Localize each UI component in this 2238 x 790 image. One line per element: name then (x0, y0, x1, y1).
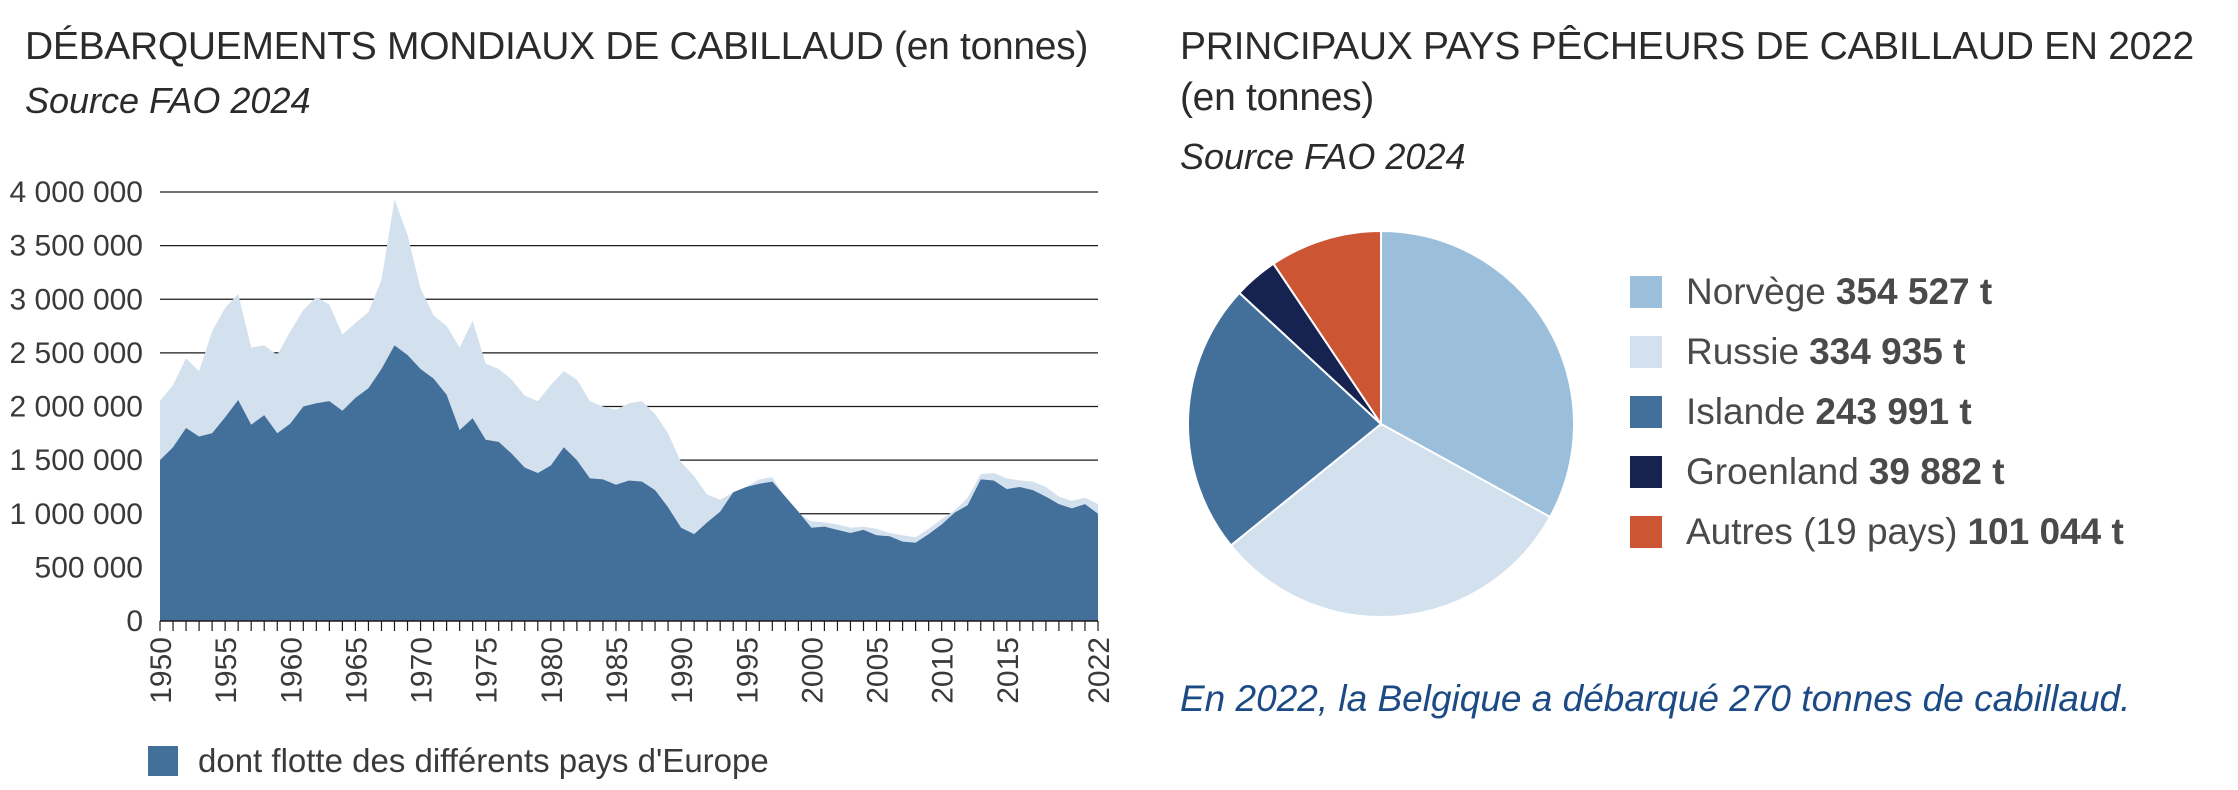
x-tick-label: 2022 (1083, 637, 1116, 704)
area-chart-legend: dont flotte des différents pays d'Europe (148, 742, 769, 780)
area-series-europe (160, 345, 1098, 621)
x-tick-label: 2010 (927, 637, 960, 704)
y-tick-label: 1 500 000 (10, 444, 143, 477)
pie-legend-item-autres: Autres (19 pays) 101 044 t (1630, 502, 2124, 562)
pie-legend-swatch (1630, 516, 1662, 548)
pie-legend-value: 243 991 t (1815, 391, 1972, 432)
pie-legend-value: 101 044 t (1967, 511, 2124, 552)
pie-slice-norvege (1380, 229, 1575, 519)
pie-legend-value: 334 935 t (1809, 331, 1966, 372)
x-tick-label: 1955 (210, 637, 243, 704)
pie-legend-label: Norvège (1686, 271, 1826, 312)
y-tick-label: 4 000 000 (10, 176, 143, 209)
x-tick-label: 1990 (666, 637, 699, 704)
pie-slice-russie (1229, 422, 1552, 619)
pie-legend-label: Islande (1686, 391, 1806, 432)
x-tick-label: 1975 (471, 637, 504, 704)
right-chart-title: PRINCIPAUX PAYS PÊCHEURS DE CABILLAUD EN… (1180, 22, 2230, 123)
pie-legend-value: 39 882 t (1868, 451, 2005, 492)
legend-swatch-europe (148, 746, 178, 776)
pie-slice-groenland (1237, 262, 1382, 425)
x-tick-label: 1985 (601, 637, 634, 704)
y-tick-label: 3 000 000 (10, 283, 143, 316)
pie-chart-legend: Norvège 354 527 t Russie 334 935 t Islande 24… (1630, 262, 2124, 562)
y-tick-label: 0 (126, 605, 143, 638)
pie-legend-value: 354 527 t (1835, 271, 1993, 312)
left-chart-title-main: DÉBARQUEMENTS MONDIAUX DE CABILLAUD (25, 25, 884, 68)
right-chart-title-main: PRINCIPAUX PAYS PÊCHEURS DE CABILLAUD EN… (1180, 25, 2194, 68)
y-tick-label: 1 000 000 (10, 498, 143, 531)
pie-slice-autres (1272, 229, 1382, 428)
x-tick-label: 2005 (862, 637, 895, 704)
left-chart-source: Source FAO 2024 (25, 80, 311, 121)
pie-legend-swatch (1630, 276, 1662, 308)
x-tick-label: 2015 (992, 637, 1025, 704)
pie-legend-item-islande: Islande 243 991 t (1630, 382, 2124, 442)
y-tick-label: 2 000 000 (10, 391, 143, 424)
pie-legend-item-groenland: Groenland 39 882 t (1630, 442, 2124, 502)
y-tick-label: 3 500 000 (10, 230, 143, 263)
pie-slice-islande (1187, 291, 1383, 547)
x-tick-label: 2000 (796, 637, 829, 704)
x-tick-label: 1970 (406, 637, 439, 704)
belgium-note: En 2022, la Belgique a débarqué 270 tonn… (1180, 678, 2131, 719)
x-tick-label: 1980 (536, 637, 569, 704)
x-tick-label: 1960 (275, 637, 308, 704)
right-chart-source: Source FAO 2024 (1180, 136, 1466, 177)
y-tick-label: 500 000 (35, 551, 143, 584)
pie-legend-label: Groenland (1686, 451, 1859, 492)
y-tick-label: 2 500 000 (10, 337, 143, 370)
x-tick-label: 1965 (340, 637, 373, 704)
area-chart: 0 500 000 1 000 000 1 500 000 2 000 000 2 500… (10, 176, 1116, 704)
legend-label-europe: dont flotte des différents pays d'Europe (198, 742, 769, 779)
x-tick-label: 1950 (145, 637, 178, 704)
pie-legend-swatch (1630, 396, 1662, 428)
pie-legend-swatch (1630, 336, 1662, 368)
left-chart-title-unit: (en tonnes) (894, 25, 1089, 68)
pie-legend-item-russie: Russie 334 935 t (1630, 322, 2124, 382)
pie-legend-label: Russie (1686, 331, 1800, 372)
right-chart-title-unit: (en tonnes) (1180, 75, 1374, 119)
x-tick-label: 1995 (731, 637, 764, 704)
pie-legend-swatch (1630, 456, 1662, 488)
pie-legend-item-norvege: Norvège 354 527 t (1630, 262, 2124, 322)
left-chart-title: DÉBARQUEMENTS MONDIAUX DE CABILLAUD (en … (25, 22, 1088, 73)
pie-legend-label: Autres (19 pays) (1686, 511, 1958, 552)
